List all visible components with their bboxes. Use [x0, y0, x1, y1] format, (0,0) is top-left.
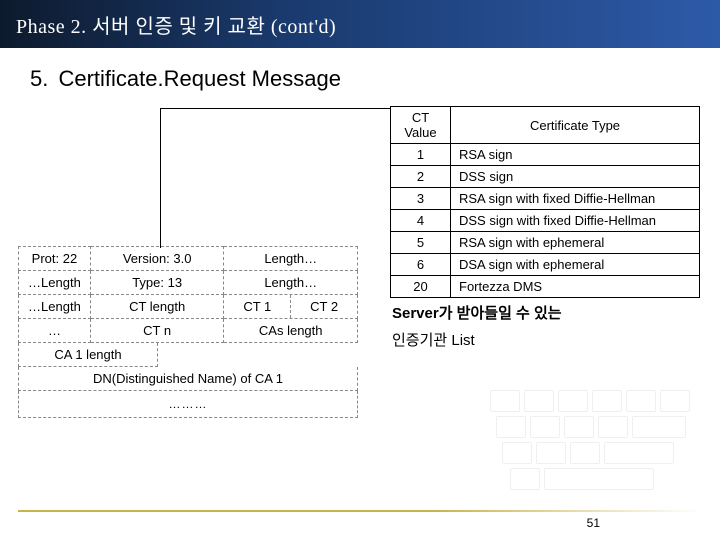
server-note-line1: Server가 받아들일 수 있는: [392, 305, 562, 322]
table-row: 2DSS sign: [391, 166, 700, 188]
section-heading: Certificate.Request Message: [58, 66, 340, 91]
section-number: 5.: [30, 66, 48, 91]
server-note: Server가 받아들일 수 있는 인증기관 List: [392, 300, 562, 354]
table-row: 3RSA sign with fixed Diffie-Hellman: [391, 188, 700, 210]
section-title: 5. Certificate.Request Message: [0, 48, 720, 106]
connector-line: [160, 108, 161, 248]
table-row: 20Fortezza DMS: [391, 276, 700, 298]
ct-header-value: CT Value: [391, 107, 451, 144]
header-title: Phase 2. 서버 인증 및 키 교환 (cont'd): [16, 16, 336, 38]
msg-table: Prot: 22 Version: 3.0 Length… …Length Ty…: [18, 246, 358, 343]
ca-length-row: CA 1 length: [18, 343, 158, 367]
server-note-line2: 인증기관 List: [392, 327, 562, 354]
keyboard-watermark: [480, 380, 720, 520]
connector-line: [160, 108, 390, 109]
table-row: Prot: 22 Version: 3.0 Length…: [19, 247, 358, 271]
table-row: …Length Type: 13 Length…: [19, 271, 358, 295]
dn-line: DN(Distinguished Name) of CA 1: [18, 367, 358, 391]
ct-value-table: CT Value Certificate Type 1RSA sign 2DSS…: [390, 106, 700, 298]
dots-row: ………: [18, 391, 358, 418]
table-row: 6DSA sign with ephemeral: [391, 254, 700, 276]
table-row: 5RSA sign with ephemeral: [391, 232, 700, 254]
slide-header: Phase 2. 서버 인증 및 키 교환 (cont'd): [0, 0, 720, 48]
table-row: 1RSA sign: [391, 144, 700, 166]
table-row: … CT n CAs length: [19, 319, 358, 343]
footer-accent-line: [18, 510, 702, 512]
page-number: 51: [587, 516, 600, 530]
ct-header-type: Certificate Type: [451, 107, 700, 144]
table-row: …Length CT length CT 1 CT 2: [19, 295, 358, 319]
table-row: 4DSS sign with fixed Diffie-Hellman: [391, 210, 700, 232]
message-structure: Prot: 22 Version: 3.0 Length… …Length Ty…: [18, 246, 358, 418]
